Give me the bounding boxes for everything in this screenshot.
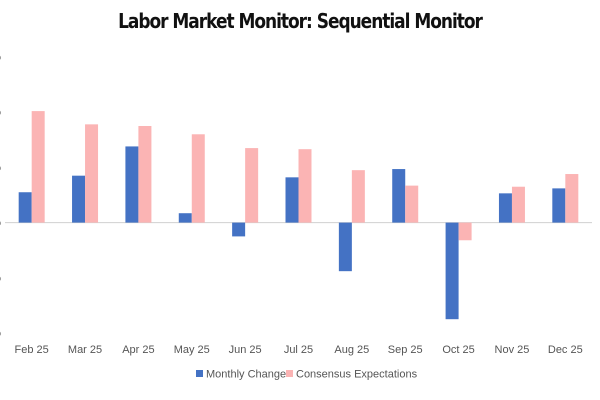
bar-monthly-change-10 [552, 188, 566, 223]
y-tick-label: -1% [0, 273, 1, 284]
bar-consensus-7 [405, 185, 419, 223]
bar-monthly-change-6 [338, 222, 352, 272]
x-tick-label: Nov 25 [495, 344, 530, 356]
x-tick-label: Mar 25 [68, 344, 102, 356]
bar-monthly-change-2 [125, 146, 139, 223]
legend: Monthly Change Consensus Expectations [196, 369, 418, 381]
x-tick-label: Feb 25 [15, 344, 49, 356]
bars [18, 111, 579, 320]
bar-monthly-change-0 [18, 192, 32, 223]
y-tick-label: 2% [0, 107, 1, 118]
y-tick-label: 1% [0, 162, 1, 173]
bar-consensus-2 [138, 126, 152, 223]
bar-monthly-change-4 [232, 222, 246, 237]
x-tick-label: Jun 25 [229, 344, 262, 356]
x-tick-label: May 25 [174, 344, 210, 356]
y-axis-labels: -2% -1% 0% 1% 2% 3% [0, 52, 1, 339]
y-tick-label: 0% [0, 218, 1, 229]
y-tick-label: -2% [0, 328, 1, 339]
x-tick-label: Oct 25 [442, 344, 474, 356]
x-tick-label: Jul 25 [284, 344, 313, 356]
x-tick-label: Sep 25 [388, 344, 423, 356]
bar-monthly-change-1 [72, 175, 86, 223]
bar-monthly-change-3 [178, 213, 192, 223]
legend-swatch-0 [196, 370, 203, 377]
bar-monthly-change-9 [498, 193, 512, 223]
bar-consensus-8 [458, 222, 472, 241]
legend-swatch-1 [286, 370, 293, 377]
bar-monthly-change-5 [285, 177, 299, 223]
bar-consensus-3 [191, 134, 205, 223]
bar-consensus-5 [298, 149, 312, 223]
bar-consensus-9 [511, 186, 525, 223]
bar-consensus-4 [245, 148, 259, 223]
chart-title: Labor Market Monitor: Sequential Monitor [118, 9, 483, 33]
legend-label-1: Consensus Expectations [296, 369, 418, 381]
bar-monthly-change-7 [392, 169, 406, 223]
bar-consensus-6 [351, 170, 365, 223]
y-tick-label: 3% [0, 52, 1, 63]
x-tick-label: Apr 25 [122, 344, 154, 356]
x-tick-label: Dec 25 [548, 344, 583, 356]
bar-consensus-1 [85, 124, 99, 223]
x-tick-label: Aug 25 [334, 344, 369, 356]
bar-monthly-change-8 [445, 222, 459, 320]
legend-label-0: Monthly Change [206, 369, 286, 381]
bar-consensus-0 [31, 111, 45, 223]
bar-consensus-10 [565, 174, 579, 223]
x-axis-labels: Feb 25 Mar 25 Apr 25 May 25 Jun 25 Jul 25 Aug … [15, 344, 583, 356]
